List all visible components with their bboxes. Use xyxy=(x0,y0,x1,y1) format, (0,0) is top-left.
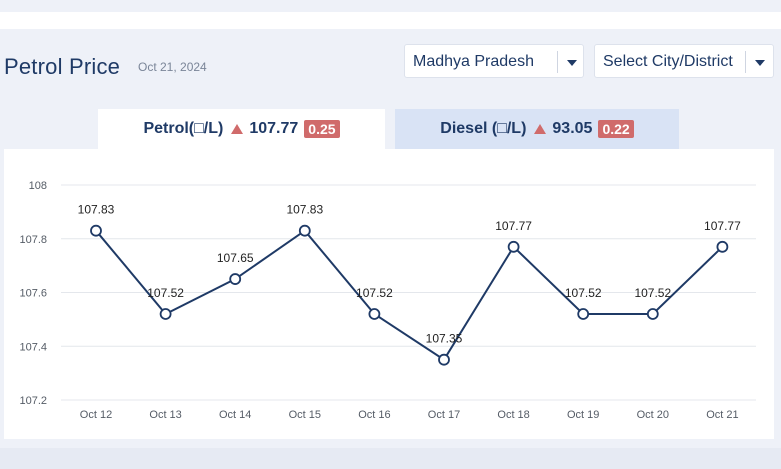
x-tick-label: Oct 17 xyxy=(428,409,460,421)
up-triangle-icon xyxy=(534,124,547,134)
page-title: Petrol Price xyxy=(4,54,121,79)
x-tick-label: Oct 15 xyxy=(289,409,321,421)
data-label: 107.52 xyxy=(565,286,602,300)
data-label: 107.77 xyxy=(704,219,741,233)
data-point xyxy=(368,308,381,320)
city-select[interactable]: Select City/District xyxy=(594,44,774,78)
x-tick-label: Oct 19 xyxy=(567,409,599,421)
x-tick-label: Oct 21 xyxy=(706,409,738,421)
y-tick-label: 107.2 xyxy=(19,395,47,407)
city-select-value: Select City/District xyxy=(603,53,733,70)
tab-petrol-change-badge: 0.25 xyxy=(304,120,340,138)
data-label: 107.83 xyxy=(286,203,323,217)
data-point xyxy=(438,353,450,366)
x-tick-label: Oct 20 xyxy=(637,409,669,421)
data-label: 107.35 xyxy=(426,332,463,346)
data-point xyxy=(716,240,729,253)
tab-diesel[interactable]: Diesel (□/L) 93.05 0.22 xyxy=(395,109,679,149)
data-label: 107.65 xyxy=(217,251,254,265)
tab-petrol-price: 107.77 xyxy=(249,120,299,137)
tab-diesel-change-badge: 0.22 xyxy=(598,120,634,138)
x-tick-label: Oct 12 xyxy=(80,409,112,421)
up-triangle-icon xyxy=(231,124,244,134)
tab-petrol-label: Petrol(□/L) xyxy=(143,120,224,137)
data-point xyxy=(90,224,102,237)
y-tick-label: 107.6 xyxy=(19,288,47,300)
bottom-strip xyxy=(0,448,781,469)
y-tick-label: 107.4 xyxy=(19,341,47,353)
price-line-chart: 107.2 107.4 107.6 107.8 108 Oct 12 Oct 13 Oct 1… xyxy=(19,180,756,421)
series-line xyxy=(95,229,724,362)
caret-down-icon[interactable] xyxy=(567,60,577,66)
tab-diesel-label: Diesel (□/L) xyxy=(440,120,527,137)
data-label: 107.52 xyxy=(634,286,671,300)
page-date: Oct 21, 2024 xyxy=(138,60,207,74)
data-label: 107.77 xyxy=(495,219,532,233)
data-point xyxy=(577,308,590,320)
x-tick-label: Oct 13 xyxy=(149,409,181,421)
x-tick-label: Oct 18 xyxy=(497,409,529,421)
state-select[interactable]: Madhya Pradesh xyxy=(404,44,584,78)
state-select-value: Madhya Pradesh xyxy=(413,53,534,70)
chart-panel: 107.2 107.4 107.6 107.8 108 Oct 12 Oct 13 Oct 1… xyxy=(4,149,774,439)
data-label: 107.83 xyxy=(78,203,115,217)
tab-diesel-price: 93.05 xyxy=(552,120,593,137)
data-label: 107.52 xyxy=(147,286,184,300)
data-point xyxy=(646,308,659,320)
tab-petrol[interactable]: Petrol(□/L) 107.77 0.25 xyxy=(98,109,385,149)
data-point xyxy=(298,224,311,237)
data-point xyxy=(507,240,520,253)
x-tick-label: Oct 14 xyxy=(219,409,251,421)
y-tick-label: 107.8 xyxy=(19,234,47,246)
data-label: 107.52 xyxy=(356,286,393,300)
x-tick-label: Oct 16 xyxy=(358,409,390,421)
select-divider xyxy=(745,51,746,73)
data-point xyxy=(159,308,172,320)
select-divider xyxy=(557,51,558,73)
y-tick-label: 108 xyxy=(29,180,47,192)
caret-down-icon[interactable] xyxy=(755,60,765,66)
data-point xyxy=(229,273,242,285)
top-strip xyxy=(0,12,781,29)
